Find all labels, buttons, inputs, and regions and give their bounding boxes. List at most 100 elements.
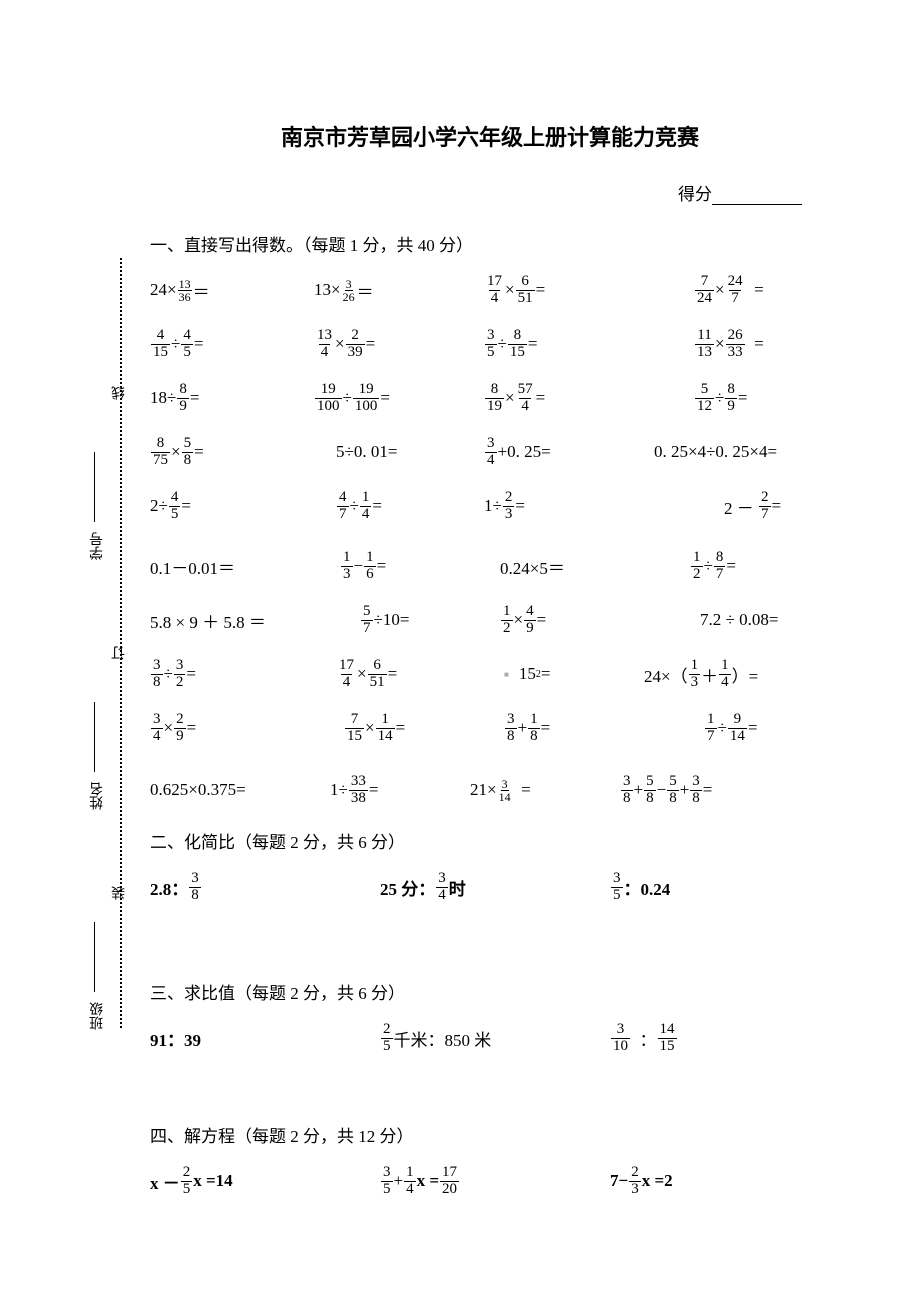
frac: 815 [508, 328, 527, 361]
margin-banji: 班级 [88, 1002, 108, 1030]
eq: ＝ [357, 278, 374, 303]
eq: = [536, 280, 546, 300]
dot-icon: ■ [504, 670, 509, 679]
frac: 415 [151, 328, 170, 361]
s1r4c1: 875 × 58 = [150, 436, 314, 469]
s3c3: 310 ： 1415 [610, 1022, 830, 1055]
frac: 2633 [726, 328, 745, 361]
op: + [634, 780, 644, 800]
op: ： [631, 1026, 657, 1051]
eq: = [746, 334, 764, 354]
op: × [505, 280, 515, 300]
eq: = [528, 334, 538, 354]
txt: 15 [519, 664, 536, 684]
frac: 16 [364, 550, 376, 583]
s1-row7: 5.8 × 9 ＋ 5.8 ＝ 57 ÷10= 12 × 49 = 7.2 ÷ … [150, 600, 830, 640]
frac: 45 [181, 328, 193, 361]
s1r8c1: 38 ÷ 32 = [150, 658, 314, 691]
eq: = [772, 496, 782, 516]
eq: = [186, 664, 196, 684]
frac: 14 [719, 658, 731, 691]
s1-row1: 24× 1336 ＝ 13× 326 ＝ 174 × 651 = 724 × 2… [150, 270, 830, 310]
frac: 89 [725, 382, 737, 415]
s1r10c4: 38 + 58 − 58 + 38 = [620, 774, 830, 807]
frac: 14 [360, 490, 372, 523]
frac: 17 [705, 712, 717, 745]
frac: 32 [174, 658, 186, 691]
s1r9c2: 715 × 114 = [314, 712, 484, 745]
op: ÷ [343, 388, 352, 408]
op: + [518, 718, 528, 738]
frac: 3338 [349, 774, 368, 807]
eq: ＝ [193, 278, 210, 303]
op: ＋ [701, 662, 718, 687]
margin-underline-1 [94, 922, 95, 992]
frac: 1336 [178, 278, 192, 303]
frac: 239 [346, 328, 365, 361]
frac: 651 [368, 658, 387, 691]
txt: x =14 [193, 1171, 232, 1191]
s1r4c3: 34 +0. 25= [484, 436, 654, 469]
s1r9c1: 34 × 29 = [150, 712, 314, 745]
frac: 58 [667, 774, 679, 807]
frac: 819 [485, 382, 504, 415]
frac: 314 [498, 778, 512, 803]
op: ÷ [718, 718, 727, 738]
s1r3c3: 819 × 574 = [484, 382, 654, 415]
s1r10c2: 1÷ 3338 = [330, 774, 470, 807]
frac: 87 [714, 550, 726, 583]
s1r7c2: 57 ÷10= [360, 604, 500, 637]
s1r8c2: 174 × 651 = [314, 658, 504, 691]
margin-underline-3 [94, 452, 95, 522]
section1-head: 一、直接写出得数。（每题 1 分，共 40 分） [150, 231, 830, 256]
frac: 29 [174, 712, 186, 745]
eq: = [187, 718, 197, 738]
s1r3c2: 19100 ÷ 19100 = [314, 382, 484, 415]
margin-xian: 线 [110, 386, 130, 400]
eq: = [738, 388, 748, 408]
frac: 34 [485, 436, 497, 469]
op: × [335, 334, 345, 354]
frac: 13 [341, 550, 353, 583]
s1-row9: 34 × 29 = 715 × 114 = 38 + 18 = 17 ÷ 914… [150, 708, 830, 748]
eq: = [541, 664, 551, 684]
frac: 12 [691, 550, 703, 583]
gap2 [150, 1072, 830, 1116]
frac: 651 [516, 274, 535, 307]
frac: 35 [611, 871, 623, 904]
eq: = [194, 442, 204, 462]
txt: 24× [150, 280, 177, 300]
frac: 875 [151, 436, 170, 469]
s4c3: 7− 23 x =2 [610, 1165, 830, 1198]
frac: 35 [485, 328, 497, 361]
s1r5c1: 2÷ 45 = [150, 490, 314, 523]
section2-head: 二、化简比（每题 2 分，共 6 分） [150, 828, 830, 853]
frac: 174 [337, 658, 356, 691]
txt: 7− [610, 1171, 628, 1191]
frac: 14 [404, 1165, 416, 1198]
margin-xuehao: 学号 [88, 532, 108, 560]
margin-xingming: 姓名 [88, 782, 108, 810]
frac: 134 [315, 328, 334, 361]
s1r3c1: 18÷ 89 = [150, 382, 314, 415]
frac: 38 [690, 774, 702, 807]
frac: 57 [361, 604, 373, 637]
frac: 512 [695, 382, 714, 415]
op: − [354, 556, 364, 576]
gap1 [150, 921, 830, 973]
txt: 25 分： [380, 875, 435, 900]
op: ÷ [171, 334, 180, 354]
s1r2c4: 1113 × 2633 = [654, 328, 830, 361]
txt: x =2 [642, 1171, 673, 1191]
frac: 47 [337, 490, 349, 523]
frac: 34 [436, 871, 448, 904]
txt: x = [417, 1171, 439, 1191]
eq: = [194, 334, 204, 354]
op: − [657, 780, 667, 800]
frac: 326 [342, 278, 356, 303]
eq: = [537, 610, 547, 630]
s1r1c3: 174 × 651 = [484, 274, 654, 307]
frac: 574 [516, 382, 535, 415]
eq: = [541, 718, 551, 738]
frac: 18 [528, 712, 540, 745]
